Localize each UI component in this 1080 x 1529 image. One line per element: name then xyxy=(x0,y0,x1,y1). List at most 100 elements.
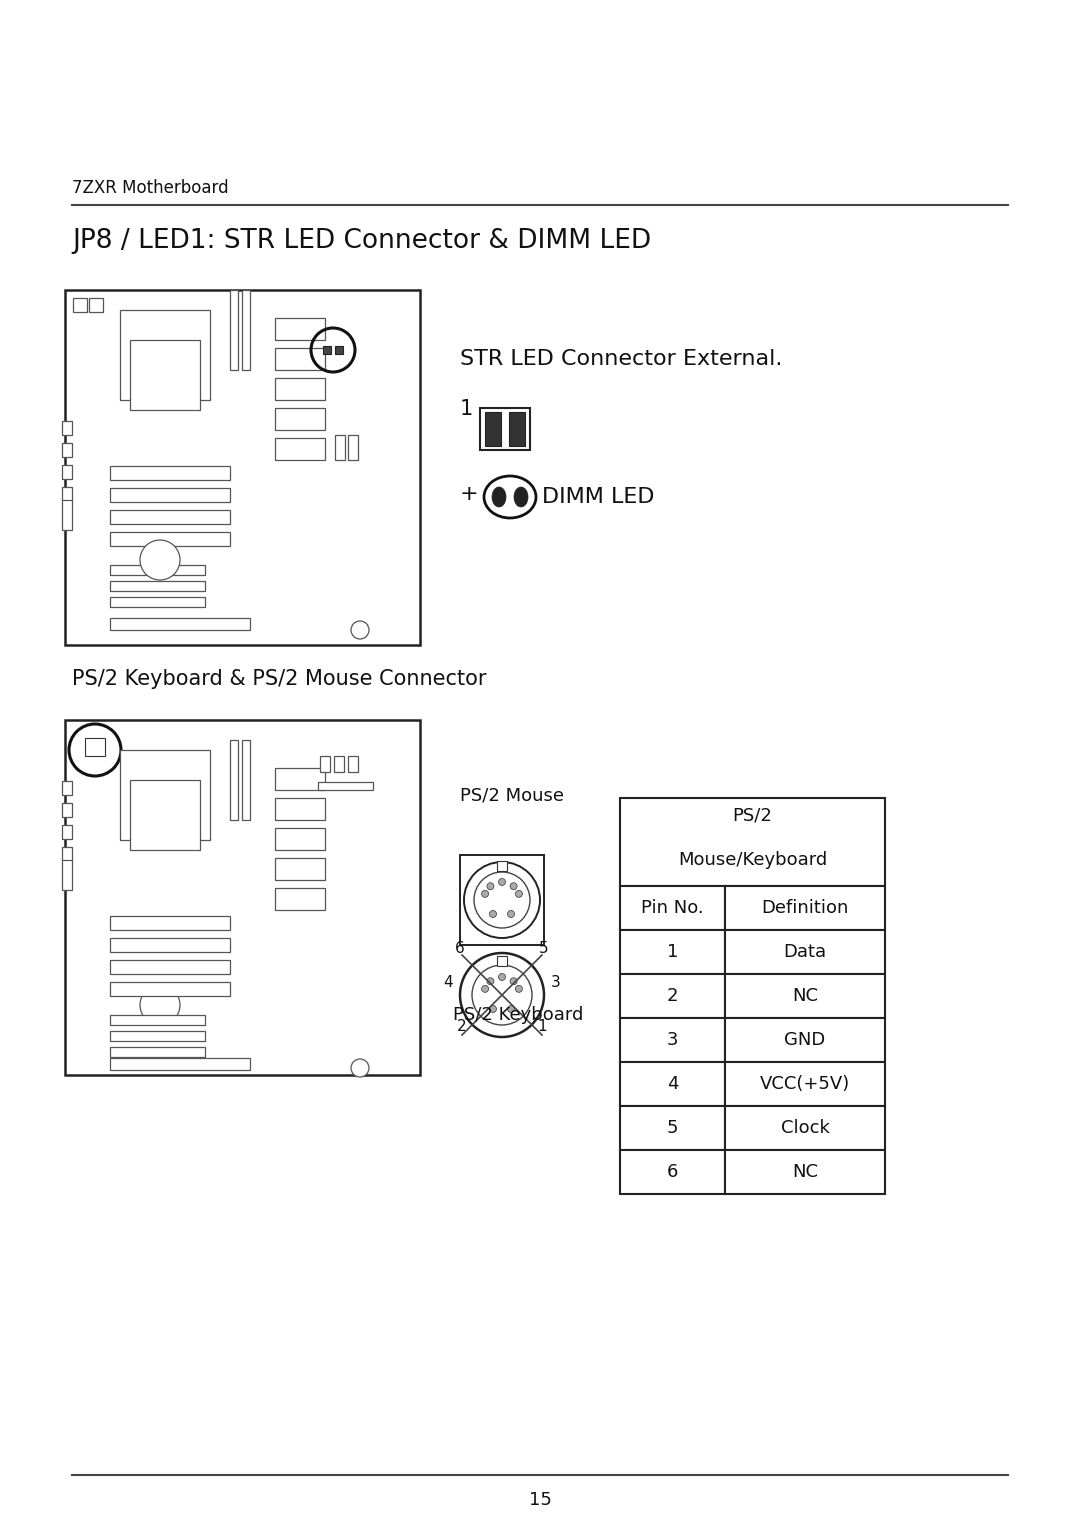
Bar xyxy=(725,974,885,1018)
Bar xyxy=(275,318,325,339)
Circle shape xyxy=(487,977,494,985)
Bar xyxy=(275,798,325,820)
Bar xyxy=(62,443,72,457)
Bar xyxy=(110,937,230,953)
Circle shape xyxy=(474,872,530,928)
Bar xyxy=(318,781,373,790)
Circle shape xyxy=(515,890,523,898)
Text: 1: 1 xyxy=(666,943,678,962)
Circle shape xyxy=(510,882,517,890)
Circle shape xyxy=(508,1006,514,1012)
Circle shape xyxy=(489,910,497,917)
Bar xyxy=(110,960,230,974)
Bar xyxy=(120,751,210,839)
Text: 5: 5 xyxy=(666,1119,678,1138)
Bar xyxy=(62,826,72,839)
Bar xyxy=(348,434,357,460)
Bar xyxy=(110,596,205,607)
Text: PS/2 Mouse: PS/2 Mouse xyxy=(460,786,564,804)
Bar xyxy=(275,829,325,850)
Circle shape xyxy=(351,621,369,639)
Circle shape xyxy=(487,882,494,890)
Bar xyxy=(480,408,530,450)
Bar xyxy=(73,298,87,312)
Text: 7ZXR Motherboard: 7ZXR Motherboard xyxy=(72,179,229,197)
Circle shape xyxy=(460,953,544,1037)
Bar xyxy=(323,346,330,355)
Bar xyxy=(130,780,200,850)
Text: GND: GND xyxy=(784,1031,825,1049)
Bar xyxy=(725,1063,885,1105)
Bar xyxy=(62,488,72,502)
Text: 4: 4 xyxy=(443,976,453,989)
Text: NC: NC xyxy=(792,988,818,1005)
Circle shape xyxy=(464,862,540,937)
Circle shape xyxy=(499,879,505,885)
Text: Clock: Clock xyxy=(781,1119,829,1138)
Bar xyxy=(110,982,230,995)
Bar xyxy=(110,618,249,630)
Text: VCC(+5V): VCC(+5V) xyxy=(760,1075,850,1093)
Bar xyxy=(620,1018,725,1063)
Circle shape xyxy=(510,977,517,985)
Bar xyxy=(65,720,420,1075)
Text: PS/2 Keyboard: PS/2 Keyboard xyxy=(453,1006,583,1024)
Bar xyxy=(110,532,230,546)
Bar xyxy=(110,1058,249,1070)
Bar xyxy=(620,1150,725,1194)
Bar xyxy=(275,888,325,910)
Bar xyxy=(725,885,885,930)
Text: Mouse/Keyboard: Mouse/Keyboard xyxy=(678,850,827,868)
Bar xyxy=(320,755,330,772)
Text: Definition: Definition xyxy=(761,899,849,917)
Bar xyxy=(620,930,725,974)
Circle shape xyxy=(515,985,523,992)
Bar xyxy=(89,298,103,312)
Text: 3: 3 xyxy=(666,1031,678,1049)
Bar xyxy=(230,740,238,820)
Bar xyxy=(110,1031,205,1041)
Bar xyxy=(65,291,420,645)
Text: 5: 5 xyxy=(539,940,549,956)
Bar xyxy=(620,1105,725,1150)
Bar xyxy=(275,437,325,460)
Text: NC: NC xyxy=(792,1164,818,1180)
Circle shape xyxy=(472,965,532,1024)
Bar xyxy=(120,310,210,401)
Bar xyxy=(275,768,325,790)
Bar xyxy=(62,859,72,890)
Bar xyxy=(509,411,525,446)
Bar xyxy=(110,466,230,480)
Bar xyxy=(110,581,205,592)
Bar xyxy=(275,408,325,430)
Bar xyxy=(110,1015,205,1024)
Text: JP8 / LED1: STR LED Connector & DIMM LED: JP8 / LED1: STR LED Connector & DIMM LED xyxy=(72,228,651,254)
Bar xyxy=(275,349,325,370)
Bar xyxy=(335,434,345,460)
Text: Data: Data xyxy=(783,943,826,962)
Text: 1: 1 xyxy=(460,399,473,419)
Bar xyxy=(110,566,205,575)
Bar xyxy=(460,855,544,945)
Text: PS/2: PS/2 xyxy=(732,807,772,824)
Bar xyxy=(497,956,507,966)
Bar xyxy=(725,1018,885,1063)
Text: 3: 3 xyxy=(551,976,561,989)
Text: PS/2 Keyboard & PS/2 Mouse Connector: PS/2 Keyboard & PS/2 Mouse Connector xyxy=(72,670,486,690)
Bar xyxy=(725,930,885,974)
Bar xyxy=(62,420,72,434)
Bar xyxy=(620,974,725,1018)
Bar xyxy=(85,739,105,755)
Text: 6: 6 xyxy=(666,1164,678,1180)
Bar xyxy=(725,1105,885,1150)
Text: 1: 1 xyxy=(537,1018,546,1034)
Bar xyxy=(348,755,357,772)
Bar xyxy=(725,1150,885,1194)
Bar xyxy=(62,781,72,795)
Bar xyxy=(620,885,725,930)
Text: 15: 15 xyxy=(528,1491,552,1509)
Ellipse shape xyxy=(484,476,536,518)
Text: 2: 2 xyxy=(666,988,678,1005)
Text: 2: 2 xyxy=(457,1018,467,1034)
Bar xyxy=(497,861,507,872)
